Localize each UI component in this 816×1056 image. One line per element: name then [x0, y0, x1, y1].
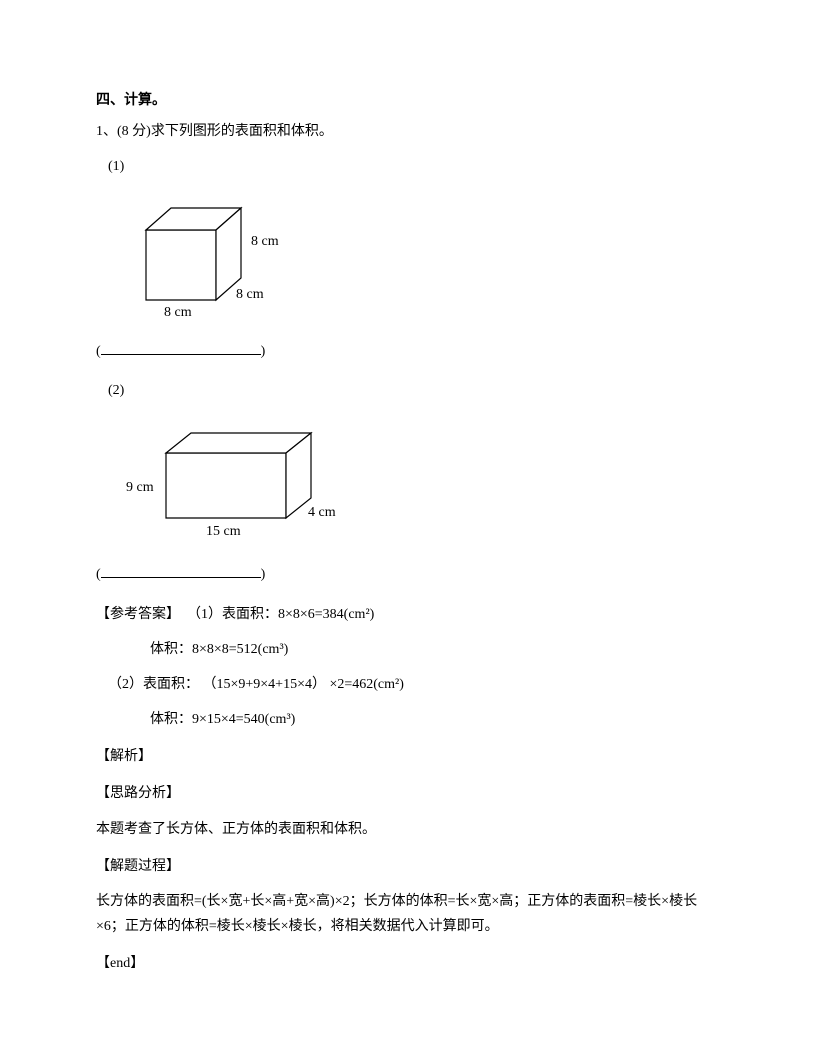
answer-line-1: 【参考答案】 （1）表面积：8×8×6=384(cm²) — [96, 602, 720, 627]
answer1-surface: （1）表面积：8×8×6=384(cm²) — [187, 607, 374, 622]
cuboid-dim-depth: 4 cm — [308, 505, 336, 520]
cuboid-dim-bottom: 15 cm — [206, 524, 241, 539]
sub2-label: (2) — [108, 378, 720, 403]
blank-2: () — [96, 562, 720, 587]
question-main: 1、(8 分)求下列图形的表面积和体积。 — [96, 119, 720, 144]
thinking-text: 本题考查了长方体、正方体的表面积和体积。 — [96, 817, 720, 842]
process-text: 长方体的表面积=(长×宽+长×高+宽×高)×2；长方体的体积=长×宽×高；正方体… — [96, 889, 720, 939]
answer2-volume: 体积：9×15×4=540(cm³) — [150, 707, 720, 732]
cube-front-face — [146, 230, 216, 300]
process-title: 【解题过程】 — [96, 854, 720, 879]
cube-dim-bottom: 8 cm — [164, 305, 192, 320]
section-title: 四、计算。 — [96, 88, 720, 113]
thinking-title: 【思路分析】 — [96, 781, 720, 806]
cube-dim-right: 8 cm — [251, 234, 279, 249]
cuboid-figure: 9 cm 4 cm 15 cm — [116, 413, 720, 552]
blank-1: () — [96, 339, 720, 364]
sub1-label: (1) — [108, 154, 720, 179]
answer-title: 【参考答案】 — [96, 607, 180, 622]
cube-figure: 8 cm 8 cm 8 cm — [116, 190, 720, 329]
cube-dim-depth: 8 cm — [236, 287, 264, 302]
answer2-surface: （2）表面积： （15×9+9×4+15×4） ×2=462(cm²) — [108, 672, 720, 697]
cuboid-front-face — [166, 453, 286, 518]
end-title: 【end】 — [96, 951, 720, 976]
analysis-title: 【解析】 — [96, 744, 720, 769]
cuboid-dim-left: 9 cm — [126, 480, 154, 495]
answer1-volume: 体积：8×8×8=512(cm³) — [150, 637, 720, 662]
